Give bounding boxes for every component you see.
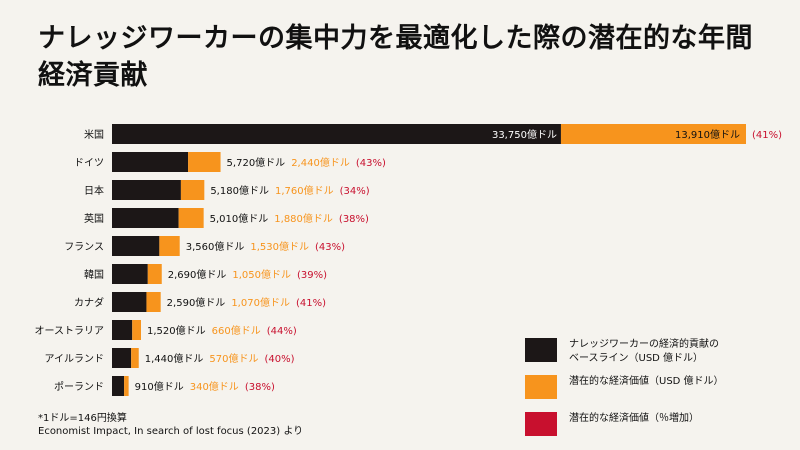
value-label-baseline: 5,180億ドル [210, 184, 269, 197]
value-label-baseline: 3,560億ドル [186, 240, 245, 253]
percent-label: (34%) [340, 186, 370, 197]
percent-label: (41%) [752, 130, 782, 141]
value-label-potential: 570億ドル [209, 352, 258, 365]
value-label-potential: 1,760億ドル [275, 184, 334, 197]
bar-potential [124, 376, 129, 396]
bar-potential [178, 208, 204, 228]
category-label: ドイツ [74, 158, 104, 169]
value-label-potential: 660億ドル [212, 324, 261, 337]
footnote-source: Economist Impact, In search of lost focu… [38, 426, 304, 437]
legend: ナレッジワーカーの経済的貢献の ベースライン（USD 億ドル） 潜在的な経済価値… [525, 338, 785, 449]
category-label: オーストラリア [35, 325, 105, 337]
legend-swatch-baseline [525, 338, 557, 362]
percent-label: (38%) [339, 214, 369, 225]
bar-baseline [112, 320, 133, 340]
bar-baseline [112, 264, 148, 284]
value-label-potential: 13,910億ドル [675, 128, 740, 141]
legend-label-percent: 潜在的な経済価値（％増加） [569, 413, 699, 424]
category-label: 米国 [84, 128, 104, 141]
category-label: 日本 [84, 184, 104, 197]
value-label-baseline: 1,440億ドル [145, 352, 204, 365]
percent-label: (41%) [296, 298, 326, 309]
bar-potential [132, 320, 141, 340]
category-label: フランス [64, 241, 104, 253]
value-label-baseline: 5,720億ドル [227, 156, 286, 169]
value-label-potential: 340億ドル [190, 380, 239, 393]
bar-baseline [112, 152, 189, 172]
value-label-baseline: 33,750億ドル [492, 128, 557, 141]
category-label: アイルランド [45, 353, 105, 365]
percent-label: (44%) [267, 326, 297, 337]
value-label-potential: 1,050億ドル [232, 268, 291, 281]
legend-swatch-potential [525, 375, 557, 399]
category-label: カナダ [74, 296, 104, 309]
percent-label: (40%) [264, 354, 294, 365]
bar-baseline [112, 292, 147, 312]
value-label-baseline: 1,520億ドル [147, 324, 206, 337]
legend-item-percent: 潜在的な経済価値（％増加） [525, 412, 785, 448]
legend-label-baseline: ナレッジワーカーの経済的貢献の ベースライン（USD 億ドル） [569, 339, 719, 364]
value-label-baseline: 2,690億ドル [168, 268, 227, 281]
bar-potential [188, 152, 221, 172]
bar-potential [159, 236, 180, 256]
footnote: *1ドル=146円換算 Economist Impact, In search … [38, 412, 303, 438]
value-label-baseline: 910億ドル [135, 380, 184, 393]
percent-label: (43%) [315, 242, 345, 253]
category-label: ポーランド [54, 381, 104, 393]
percent-label: (39%) [297, 270, 327, 281]
bar-baseline [112, 180, 181, 200]
value-label-potential: 2,440億ドル [291, 156, 350, 169]
legend-item-baseline: ナレッジワーカーの経済的貢献の ベースライン（USD 億ドル） [525, 338, 785, 374]
percent-label: (38%) [245, 382, 275, 393]
bar-potential [180, 180, 205, 200]
bar-baseline [112, 236, 160, 256]
footnote-exchange-rate: *1ドル=146円換算 [38, 413, 127, 424]
value-label-potential: 1,880億ドル [274, 212, 333, 225]
chart-title: ナレッジワーカーの集中力を最適化した際の潜在的な年間経済貢献 [38, 23, 753, 91]
category-label: 韓国 [84, 269, 104, 281]
bar-potential [131, 348, 139, 368]
value-label-potential: 1,070億ドル [231, 296, 290, 309]
value-label-potential: 1,530億ドル [250, 240, 309, 253]
legend-item-potential: 潜在的な経済価値（USD 億ドル） [525, 375, 785, 411]
percent-label: (43%) [356, 158, 386, 169]
bar-baseline [112, 348, 132, 368]
legend-label-potential: 潜在的な経済価値（USD 億ドル） [569, 376, 724, 387]
bar-baseline [112, 124, 561, 144]
bar-baseline [112, 376, 125, 396]
legend-swatch-percent [525, 412, 557, 436]
category-label: 英国 [84, 212, 104, 225]
bar-potential [147, 264, 162, 284]
value-label-baseline: 2,590億ドル [167, 296, 226, 309]
bar-potential [146, 292, 161, 312]
bar-potential [560, 124, 746, 144]
bar-baseline [112, 208, 179, 228]
value-label-baseline: 5,010億ドル [210, 212, 269, 225]
